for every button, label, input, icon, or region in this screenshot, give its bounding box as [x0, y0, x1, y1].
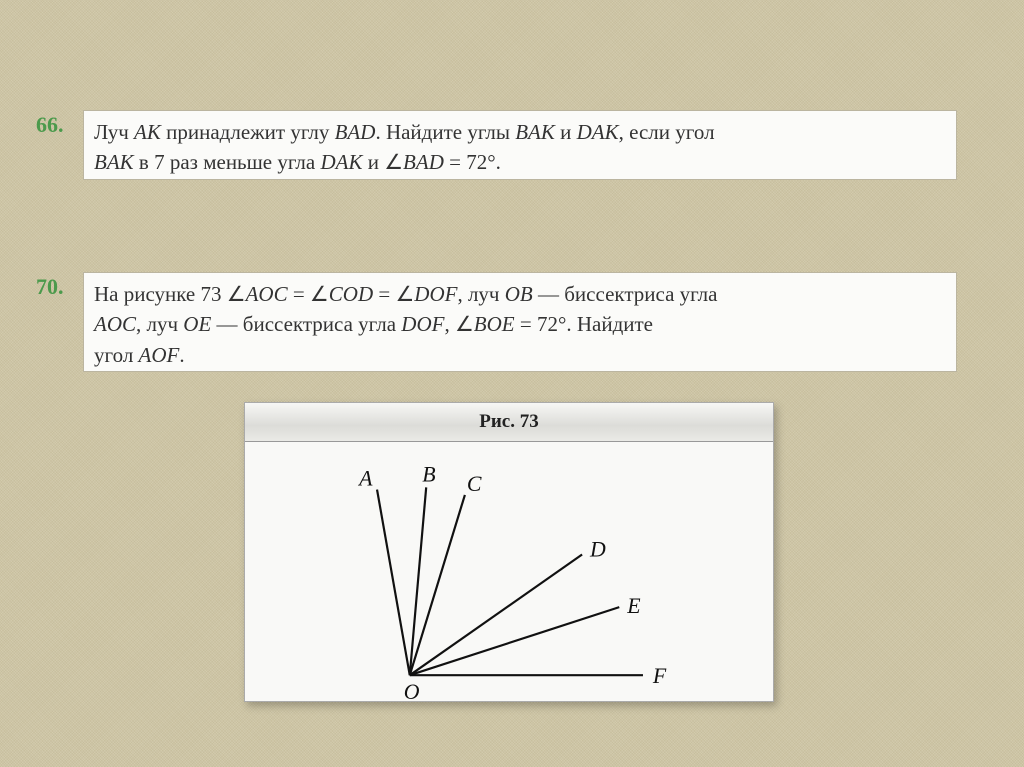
txt: — биссектриса угла	[533, 282, 718, 306]
txt: угол	[94, 343, 139, 367]
txt: .	[179, 343, 184, 367]
txt: . Найдите углы	[375, 120, 515, 144]
figure-73-title: Рис. 73	[245, 403, 773, 442]
ray-label-F: F	[652, 664, 667, 688]
problem-66-number: 66.	[36, 112, 64, 138]
txt: , если угол	[619, 120, 715, 144]
txt: COD	[329, 282, 373, 306]
txt: — биссектриса угла	[211, 312, 401, 336]
ray-label-E: E	[626, 594, 640, 618]
problem-70-line2: AOC, луч OE — биссектриса угла DOF, ∠BOE…	[94, 309, 946, 339]
txt: OB	[505, 282, 533, 306]
txt: DOF	[414, 282, 457, 306]
ray-D	[410, 555, 582, 676]
txt: AK	[134, 120, 161, 144]
problem-66-line2: BAK в 7 раз меньше угла DAK и ∠BAD = 72°…	[94, 147, 946, 177]
txt: BAD	[403, 150, 444, 174]
txt: , луч	[136, 312, 183, 336]
txt: Луч	[94, 120, 134, 144]
txt: На рисунке 73 ∠	[94, 282, 246, 306]
figure-73-svg: A B C D E F O	[245, 442, 773, 702]
txt: = 72°. Найдите	[515, 312, 653, 336]
txt: принадлежит углу	[161, 120, 335, 144]
txt: BAK	[515, 120, 555, 144]
txt: и ∠	[362, 150, 403, 174]
txt: = ∠	[288, 282, 329, 306]
ray-label-A: A	[357, 467, 373, 491]
ray-A	[377, 490, 410, 676]
txt: , ∠	[444, 312, 473, 336]
figure-73-box: Рис. 73 A B C D E F O	[244, 402, 774, 702]
txt: и	[555, 120, 577, 144]
problem-66-block: Луч AK принадлежит углу BAD. Найдите угл…	[83, 110, 957, 180]
txt: в 7 раз меньше угла	[134, 150, 321, 174]
txt: DAK	[320, 150, 362, 174]
origin-label: O	[404, 680, 420, 702]
ray-label-B: B	[422, 462, 435, 486]
txt: DAK	[577, 120, 619, 144]
txt: AOC	[94, 312, 136, 336]
ray-label-C: C	[467, 472, 482, 496]
problem-70-line1: На рисунке 73 ∠AOC = ∠COD = ∠DOF, луч OB…	[94, 279, 946, 309]
ray-label-D: D	[589, 538, 606, 562]
txt: = ∠	[373, 282, 414, 306]
txt: AOC	[246, 282, 288, 306]
txt: DOF	[401, 312, 444, 336]
problem-70-number: 70.	[36, 274, 64, 300]
txt: BAK	[94, 150, 134, 174]
txt: BAD	[335, 120, 376, 144]
problem-70-block: На рисунке 73 ∠AOC = ∠COD = ∠DOF, луч OB…	[83, 272, 957, 372]
txt: OE	[183, 312, 211, 336]
problem-66-line1: Луч AK принадлежит углу BAD. Найдите угл…	[94, 117, 946, 147]
ray-E	[410, 607, 620, 675]
figure-73-body: A B C D E F O	[245, 442, 773, 702]
txt: AOF	[139, 343, 180, 367]
txt: , луч	[457, 282, 504, 306]
txt: BOE	[474, 312, 515, 336]
txt: = 72°.	[444, 150, 501, 174]
problem-70-line3: угол AOF.	[94, 340, 946, 370]
